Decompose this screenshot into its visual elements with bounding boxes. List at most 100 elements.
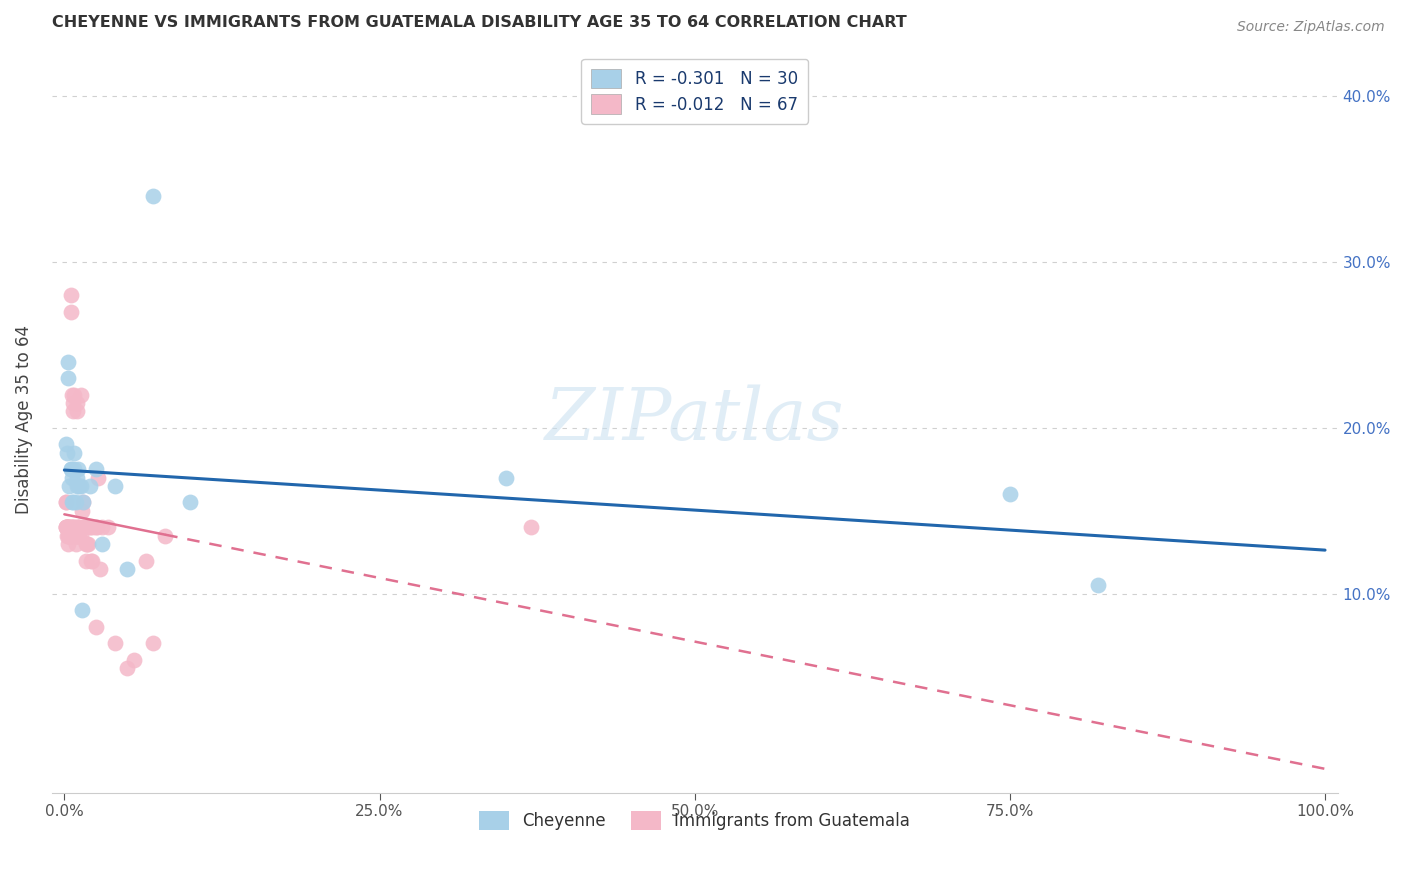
Point xyxy=(58,528,80,542)
Point xyxy=(117,562,139,576)
Point xyxy=(63,387,86,401)
Point xyxy=(62,404,84,418)
Point xyxy=(55,520,77,534)
Point xyxy=(60,387,83,401)
Point xyxy=(59,462,82,476)
Point xyxy=(59,520,82,534)
Point xyxy=(55,520,77,534)
Point xyxy=(142,636,165,650)
Point xyxy=(86,520,108,534)
Point xyxy=(56,528,79,542)
Point xyxy=(73,520,96,534)
Point xyxy=(142,188,165,202)
Point xyxy=(60,520,83,534)
Point xyxy=(55,520,77,534)
Point xyxy=(998,487,1021,501)
Point xyxy=(69,528,91,542)
Text: Source: ZipAtlas.com: Source: ZipAtlas.com xyxy=(1237,20,1385,34)
Point xyxy=(58,528,80,542)
Point xyxy=(56,520,79,534)
Point xyxy=(60,495,83,509)
Point xyxy=(66,528,89,542)
Point xyxy=(155,528,177,542)
Point xyxy=(117,661,139,675)
Point xyxy=(65,528,87,542)
Point xyxy=(79,479,101,493)
Point xyxy=(76,537,98,551)
Point xyxy=(84,620,107,634)
Point xyxy=(72,520,94,534)
Point xyxy=(56,528,79,542)
Point xyxy=(65,537,87,551)
Point xyxy=(55,495,77,509)
Point xyxy=(66,470,89,484)
Point xyxy=(65,495,87,509)
Point xyxy=(55,437,77,451)
Point xyxy=(63,462,86,476)
Point xyxy=(179,495,201,509)
Point xyxy=(520,520,543,534)
Point xyxy=(56,520,79,534)
Point xyxy=(58,479,80,493)
Point xyxy=(60,528,83,542)
Point xyxy=(56,520,79,534)
Point xyxy=(59,520,82,534)
Text: CHEYENNE VS IMMIGRANTS FROM GUATEMALA DISABILITY AGE 35 TO 64 CORRELATION CHART: CHEYENNE VS IMMIGRANTS FROM GUATEMALA DI… xyxy=(52,15,907,30)
Point xyxy=(495,470,517,484)
Point xyxy=(62,495,84,509)
Point xyxy=(75,553,97,567)
Point xyxy=(63,520,86,534)
Point xyxy=(59,462,82,476)
Point xyxy=(80,553,103,567)
Point xyxy=(66,404,89,418)
Point xyxy=(69,479,91,493)
Point xyxy=(89,562,111,576)
Point xyxy=(84,462,107,476)
Point xyxy=(69,520,91,534)
Point xyxy=(67,528,90,542)
Point xyxy=(87,470,110,484)
Point xyxy=(56,520,79,534)
Point xyxy=(56,446,79,460)
Point xyxy=(72,495,94,509)
Legend: Cheyenne, Immigrants from Guatemala: Cheyenne, Immigrants from Guatemala xyxy=(472,804,917,837)
Point xyxy=(62,396,84,410)
Point xyxy=(66,479,89,493)
Point xyxy=(66,520,89,534)
Point xyxy=(1087,578,1109,592)
Point xyxy=(63,446,86,460)
Point xyxy=(69,528,91,542)
Point xyxy=(104,479,127,493)
Point xyxy=(97,520,120,534)
Point xyxy=(56,537,79,551)
Point xyxy=(63,520,86,534)
Point xyxy=(104,636,127,650)
Point xyxy=(122,653,145,667)
Text: ZIPatlas: ZIPatlas xyxy=(546,384,845,455)
Point xyxy=(70,603,93,617)
Point xyxy=(80,553,103,567)
Point xyxy=(84,520,107,534)
Point xyxy=(59,305,82,319)
Point xyxy=(56,520,79,534)
Point xyxy=(79,520,101,534)
Point xyxy=(59,288,82,302)
Point xyxy=(56,371,79,385)
Point xyxy=(66,396,89,410)
Point xyxy=(135,553,157,567)
Point xyxy=(91,537,114,551)
Point xyxy=(58,520,80,534)
Point xyxy=(91,520,114,534)
Point xyxy=(67,462,90,476)
Point xyxy=(69,479,91,493)
Point xyxy=(70,504,93,518)
Point xyxy=(55,495,77,509)
Y-axis label: Disability Age 35 to 64: Disability Age 35 to 64 xyxy=(15,325,32,514)
Point xyxy=(82,520,104,534)
Point xyxy=(56,354,79,368)
Point xyxy=(67,520,90,534)
Point xyxy=(77,537,100,551)
Point xyxy=(72,495,94,509)
Point xyxy=(79,520,101,534)
Point xyxy=(69,387,91,401)
